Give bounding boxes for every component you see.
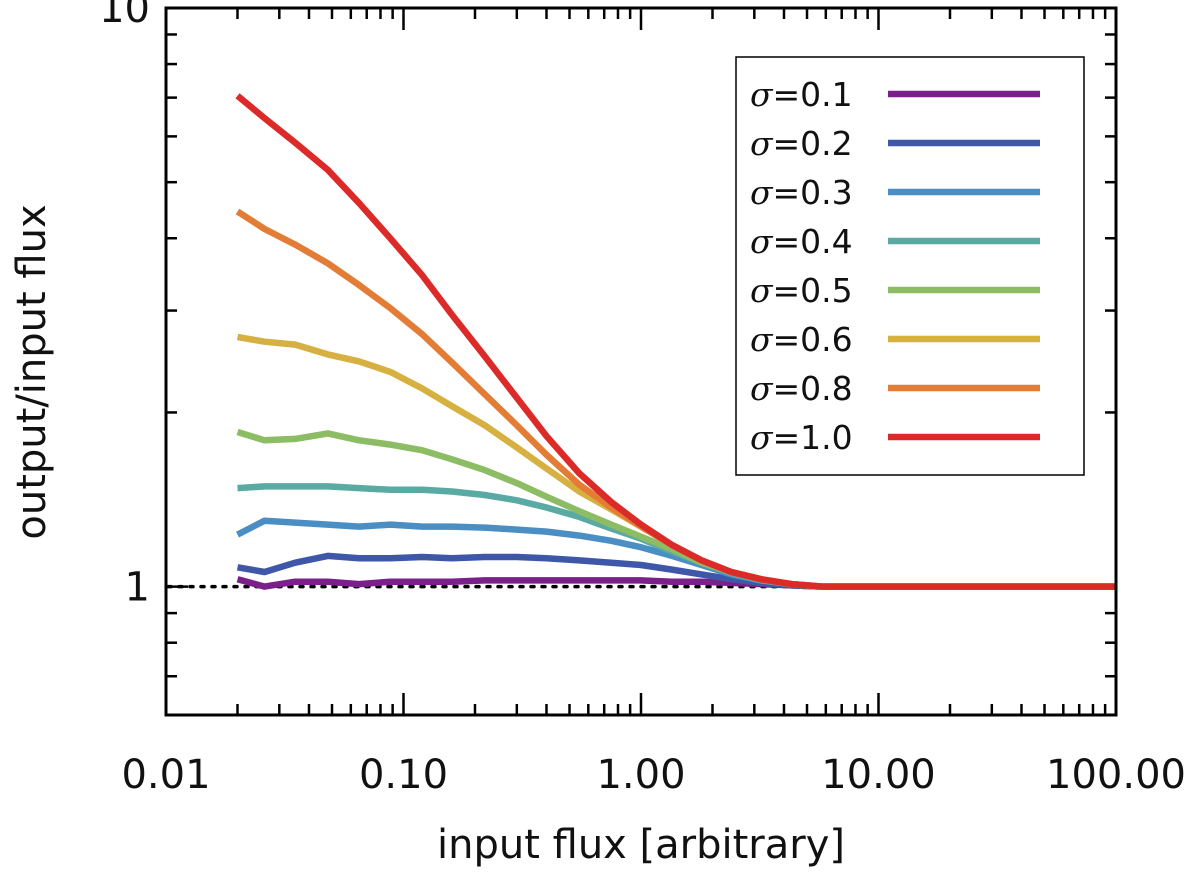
legend-sigma-symbol: σ [750,124,774,163]
legend-value: =0.3 [773,173,853,212]
legend-value: =0.6 [773,320,853,359]
y-tick-labels: 1 10 [99,0,150,611]
legend-sigma-symbol: σ [750,222,774,261]
legend-label-8: σ=1.0 [750,418,853,457]
legend-sigma-symbol: σ [750,75,774,114]
legend-label-4: σ=0.4 [750,222,853,261]
legend-label-3: σ=0.3 [750,173,853,212]
legend-label-1: σ=0.1 [750,75,853,114]
legend-label-5: σ=0.5 [750,271,853,310]
legend-sigma-symbol: σ [750,271,774,310]
legend-label-7: σ=0.8 [750,369,853,408]
x-tick-label: 0.01 [121,752,210,798]
x-tick-label: 0.10 [359,752,448,798]
x-axis-title: input flux [arbitrary] [437,822,845,868]
legend-sigma-symbol: σ [750,173,774,212]
y-axis-title: output/input flux [9,204,55,539]
x-tick-labels: 0.01 0.10 1.00 10.00 100.00 [121,752,1186,798]
legend-label-6: σ=0.6 [750,320,853,359]
legend-sigma-symbol: σ [750,320,774,359]
plot-frame [164,6,1118,717]
legend-label-2: σ=0.2 [750,124,853,163]
legend-box [735,56,1085,476]
series-line-8 [235,93,1116,590]
legend-sigma-symbol: σ [750,369,774,408]
legend-sigma-symbol: σ [750,418,774,457]
legend-value: =0.5 [773,271,853,310]
x-tick-label: 100.00 [1046,752,1186,798]
y-tick-label: 10 [99,0,150,32]
axis-ticks [164,6,1116,717]
x-tick-label: 1.00 [596,752,685,798]
legend-value: =1.0 [773,418,853,457]
legend: σ=0.1σ=0.2σ=0.3σ=0.4σ=0.5σ=0.6σ=0.8σ=1.0 [735,56,1085,476]
series-lines [235,93,1116,590]
legend-value: =0.4 [773,222,853,261]
x-tick-label: 10.00 [821,752,936,798]
legend-value: =0.2 [773,124,853,163]
legend-value: =0.1 [773,75,853,114]
y-tick-label: 1 [125,565,150,611]
legend-value: =0.8 [773,369,853,408]
